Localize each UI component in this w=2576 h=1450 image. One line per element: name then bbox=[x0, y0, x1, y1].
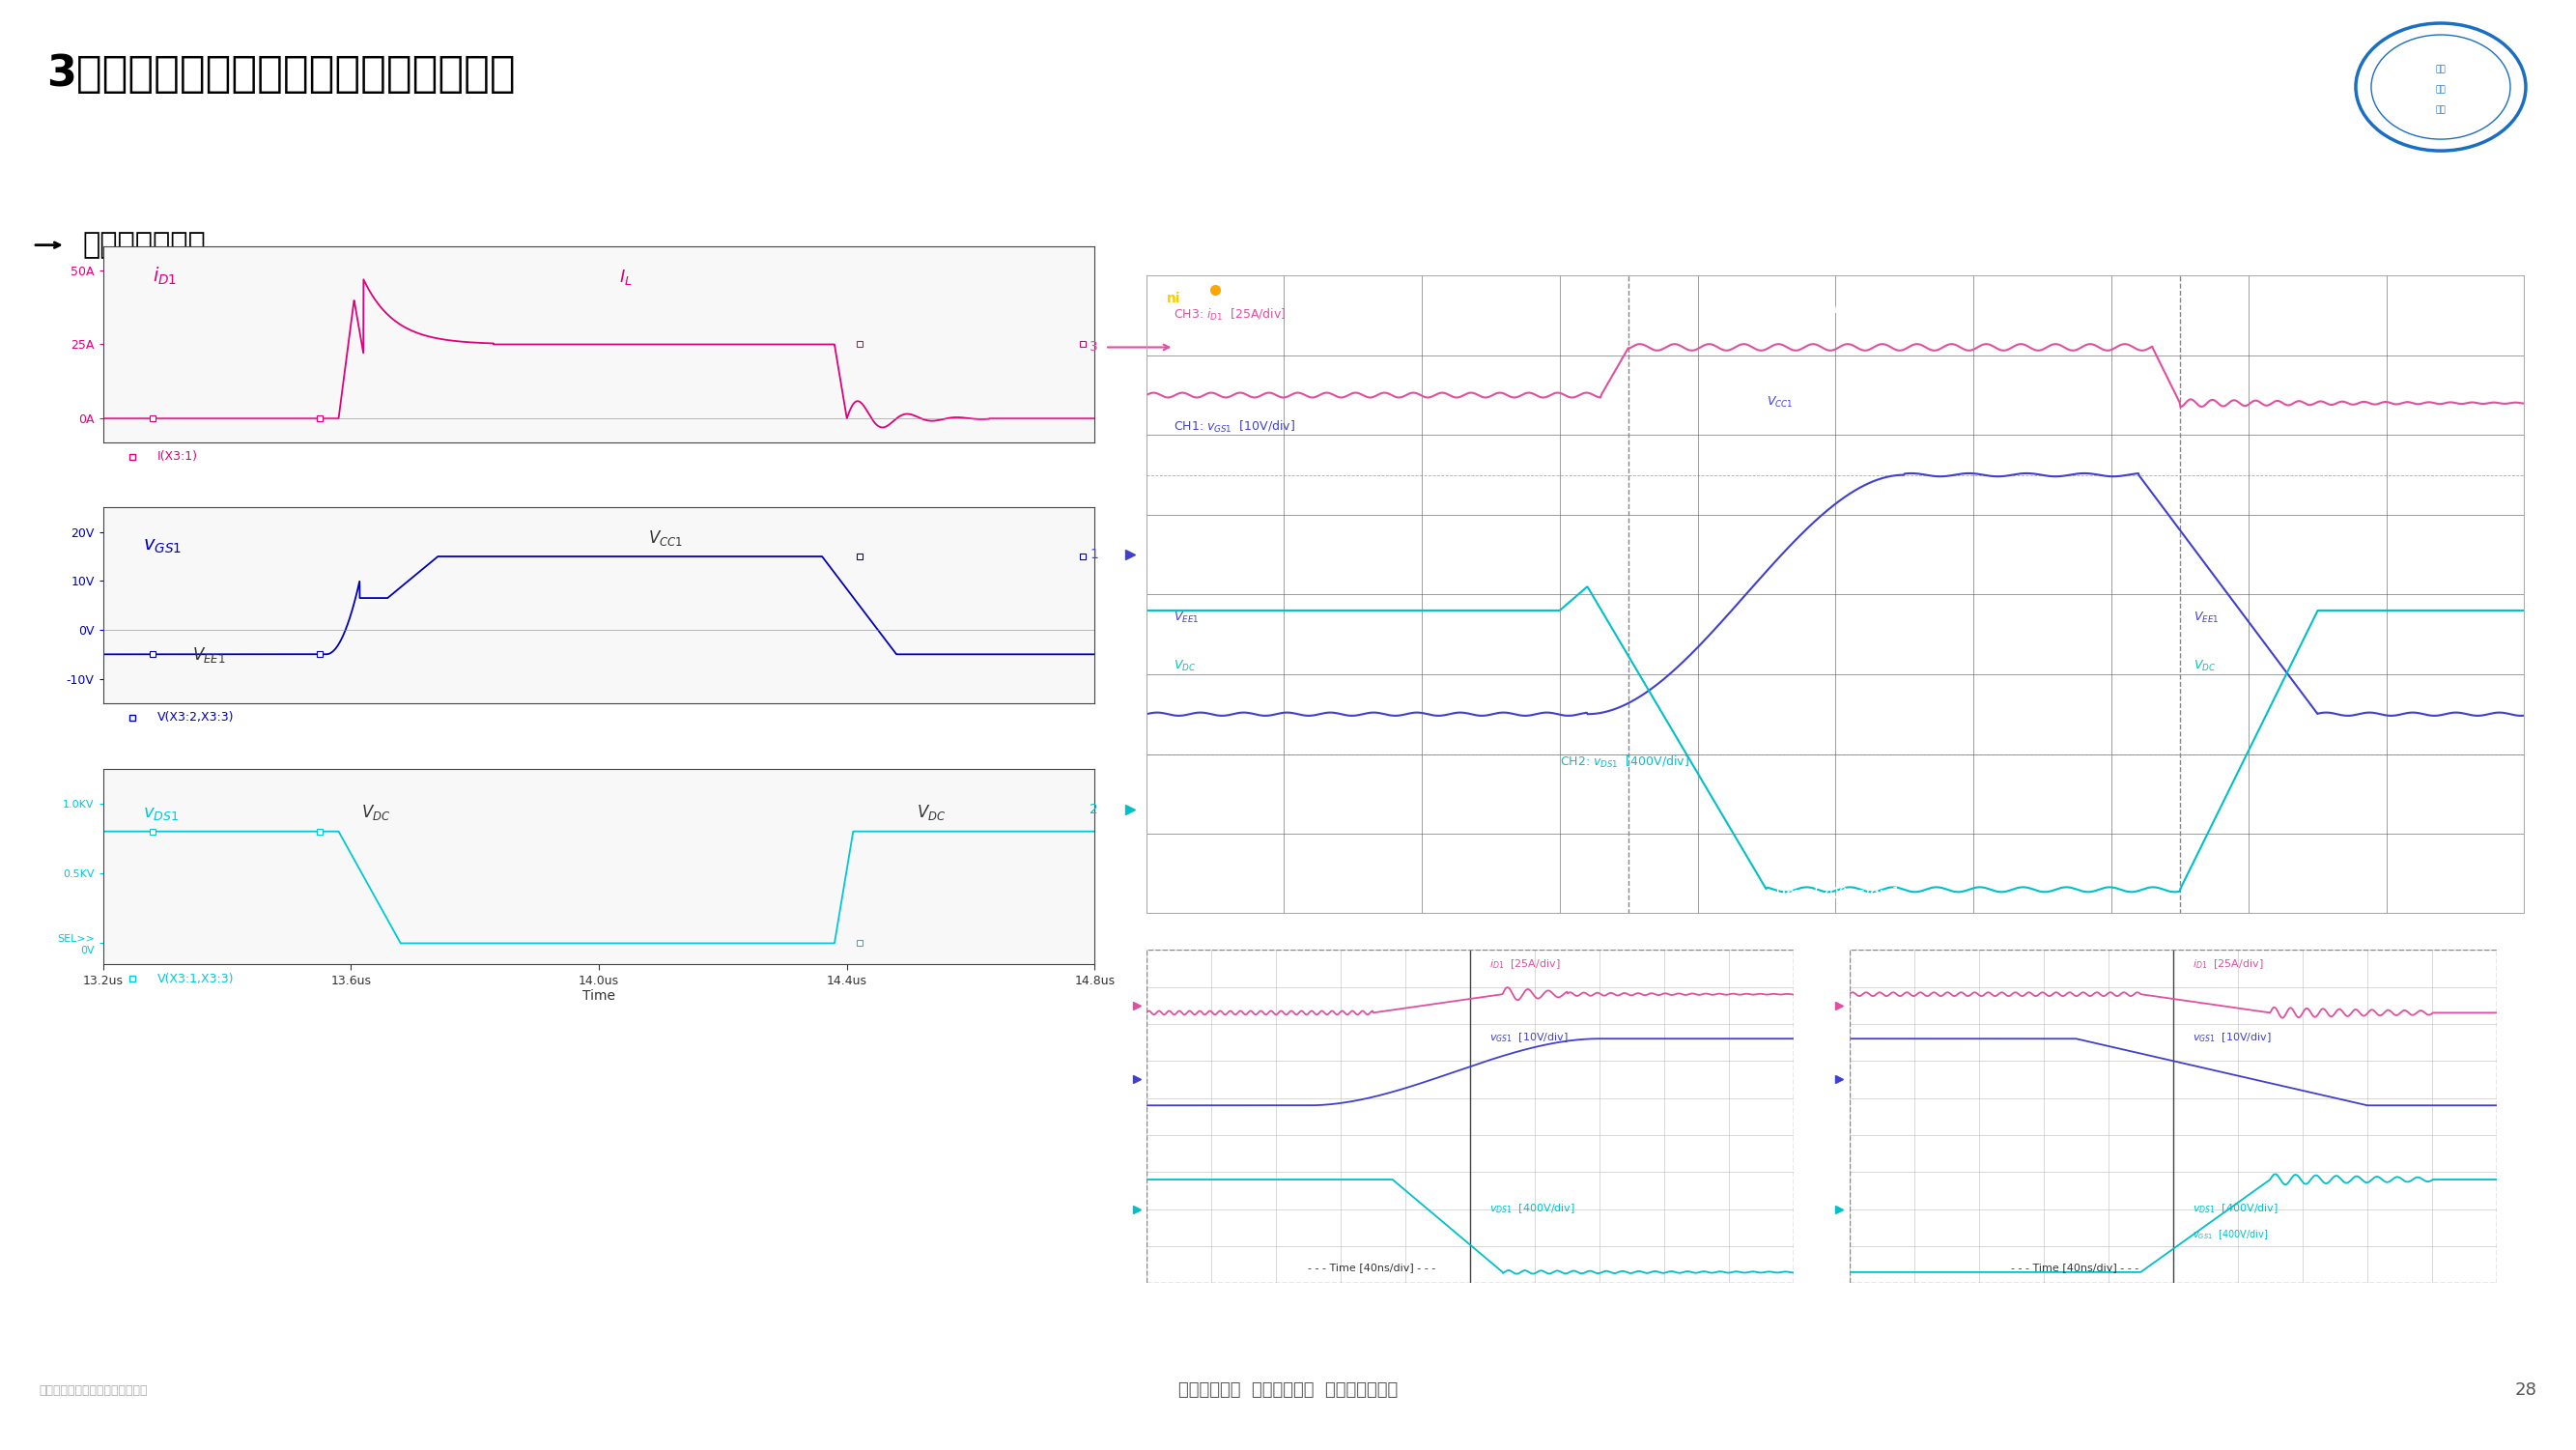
Text: $I_L$: $I_L$ bbox=[1829, 296, 1842, 315]
Text: 28: 28 bbox=[2514, 1382, 2537, 1399]
Text: $V_{EE1}$: $V_{EE1}$ bbox=[193, 645, 227, 666]
Text: 3、基于跨导增益负反馈机理的干扰抑制: 3、基于跨导增益负反馈机理的干扰抑制 bbox=[46, 52, 515, 94]
Text: ni: ni bbox=[1167, 291, 1180, 304]
Text: - - - Time [40ns/div] - - -: - - - Time [40ns/div] - - - bbox=[1309, 1263, 1435, 1272]
Text: 北京交通大学  电气工程学院  电力电子研究所: 北京交通大学 电气工程学院 电力电子研究所 bbox=[1177, 1382, 1399, 1399]
Text: I(X3:1): I(X3:1) bbox=[157, 451, 198, 463]
Text: 中国电工技术学会新媒体平台发布: 中国电工技术学会新媒体平台发布 bbox=[39, 1383, 147, 1396]
Text: Time [200ns/div]: Time [200ns/div] bbox=[1772, 887, 1899, 902]
Text: 实验与仿真对照: 实验与仿真对照 bbox=[82, 231, 206, 260]
Text: $V_{CC1}$: $V_{CC1}$ bbox=[1767, 394, 1793, 410]
Text: - - - Time [40ns/div] - - -: - - - Time [40ns/div] - - - bbox=[2012, 1263, 2138, 1272]
Text: 交通: 交通 bbox=[2434, 86, 2447, 94]
Text: $V_{CC1}$: $V_{CC1}$ bbox=[649, 528, 683, 548]
Text: $v_{GS1}$: $v_{GS1}$ bbox=[142, 538, 180, 555]
Text: 实验结果: 实验结果 bbox=[1680, 1330, 1739, 1353]
Text: $v_{DS1}$: $v_{DS1}$ bbox=[142, 805, 178, 822]
X-axis label: Time: Time bbox=[582, 989, 616, 1003]
Text: $v_{GS1}$  [10V/div]: $v_{GS1}$ [10V/div] bbox=[2192, 1031, 2272, 1044]
Text: 北京: 北京 bbox=[2434, 65, 2447, 74]
Text: $V_{DC}$: $V_{DC}$ bbox=[917, 803, 945, 822]
Text: $i_{D1}$  [25A/div]: $i_{D1}$ [25A/div] bbox=[1489, 957, 1561, 970]
Text: $v_{GS1}$  [400V/div]: $v_{GS1}$ [400V/div] bbox=[2192, 1228, 2267, 1241]
Text: $v_{GS1}$  [10V/div]: $v_{GS1}$ [10V/div] bbox=[1489, 1031, 1569, 1044]
Text: CH2: $v_{DS1}$  [400V/div]: CH2: $v_{DS1}$ [400V/div] bbox=[1561, 754, 1690, 770]
Text: CH3: $i_{D1}$  [25A/div]: CH3: $i_{D1}$ [25A/div] bbox=[1175, 307, 1285, 323]
Text: $i_{D1}$: $i_{D1}$ bbox=[152, 265, 178, 287]
Text: CH1: $v_{GS1}$  [10V/div]: CH1: $v_{GS1}$ [10V/div] bbox=[1175, 419, 1296, 435]
Text: $i_{D1}$  [25A/div]: $i_{D1}$ [25A/div] bbox=[2192, 957, 2264, 970]
Text: 2: 2 bbox=[1090, 803, 1097, 816]
Text: $v_{DS1}$  [400V/div]: $v_{DS1}$ [400V/div] bbox=[2192, 1202, 2277, 1215]
Text: $I_L$: $I_L$ bbox=[618, 267, 631, 287]
Text: $V_{DC}$: $V_{DC}$ bbox=[361, 803, 392, 822]
Text: $V_{EE1}$: $V_{EE1}$ bbox=[1175, 610, 1200, 625]
Text: V(X3:1,X3:3): V(X3:1,X3:3) bbox=[157, 973, 234, 985]
Text: $V_{EE1}$: $V_{EE1}$ bbox=[2195, 610, 2218, 625]
Text: $V_{DC}$: $V_{DC}$ bbox=[2195, 658, 2215, 673]
Text: PSpice仿真结果: PSpice仿真结果 bbox=[459, 1047, 598, 1070]
Text: 3: 3 bbox=[1090, 341, 1097, 354]
Text: V(X3:2,X3:3): V(X3:2,X3:3) bbox=[157, 712, 234, 724]
Text: 1: 1 bbox=[1090, 548, 1097, 561]
Text: 大学: 大学 bbox=[2434, 106, 2447, 115]
Text: $v_{DS1}$  [400V/div]: $v_{DS1}$ [400V/div] bbox=[1489, 1202, 1577, 1215]
Text: $V_{DC}$: $V_{DC}$ bbox=[1175, 658, 1195, 673]
